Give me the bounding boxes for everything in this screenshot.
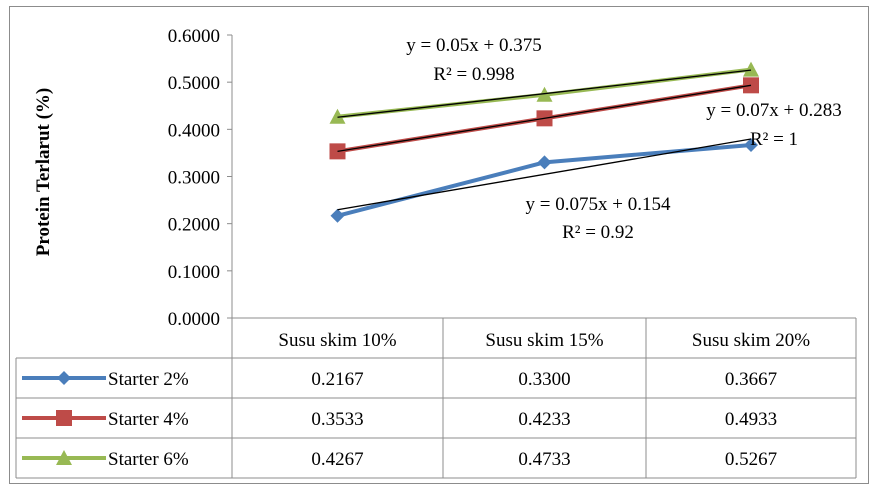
trendline-equation: y = 0.07x + 0.283 (706, 100, 841, 121)
y-tick-label: 0.4000 (168, 120, 220, 141)
data-point (329, 108, 346, 124)
trendline (337, 69, 752, 118)
table-cell-value: 0.4233 (518, 409, 570, 430)
table-cell-value: 0.3533 (311, 409, 363, 430)
trendline (337, 84, 752, 153)
table-cell-value: 0.4733 (518, 449, 570, 470)
legend-marker (56, 410, 72, 426)
y-tick-label: 0.1000 (168, 262, 220, 283)
chart-border (9, 6, 869, 484)
y-tick-label: 0.0000 (168, 309, 220, 330)
table-cell-value: 0.3300 (518, 369, 570, 390)
legend-label: Starter 2% (108, 369, 189, 390)
category-label: Susu skim 15% (485, 330, 603, 351)
table-cell-value: 0.4267 (311, 449, 363, 470)
data-point (743, 61, 759, 77)
trendline-r-squared: R² = 0.998 (433, 64, 514, 85)
y-tick-label: 0.6000 (168, 26, 220, 47)
data-point (537, 155, 552, 170)
data-point (744, 138, 758, 153)
trendline-r-squared: R² = 1 (750, 129, 798, 150)
data-point (330, 208, 345, 223)
legend-marker (57, 371, 71, 385)
table-cell-value: 0.4933 (725, 409, 777, 430)
table-cell-value: 0.3667 (725, 369, 777, 390)
trendline-equation: y = 0.05x + 0.375 (406, 35, 541, 56)
trendline-r-squared: R² = 0.92 (562, 222, 634, 243)
legend-label: Starter 4% (108, 409, 189, 430)
table-cell-value: 0.2167 (311, 369, 363, 390)
y-tick-label: 0.2000 (168, 215, 220, 236)
category-label: Susu skim 10% (278, 330, 396, 351)
legend-label: Starter 6% (108, 449, 189, 470)
trendline (337, 138, 752, 211)
category-label: Susu skim 20% (692, 330, 810, 351)
legend-marker (56, 450, 72, 465)
y-tick-label: 0.3000 (168, 168, 220, 189)
table-cell-value: 0.5267 (725, 449, 777, 470)
trendline-equation: y = 0.075x + 0.154 (526, 194, 671, 215)
y-tick-label: 0.5000 (168, 73, 220, 94)
